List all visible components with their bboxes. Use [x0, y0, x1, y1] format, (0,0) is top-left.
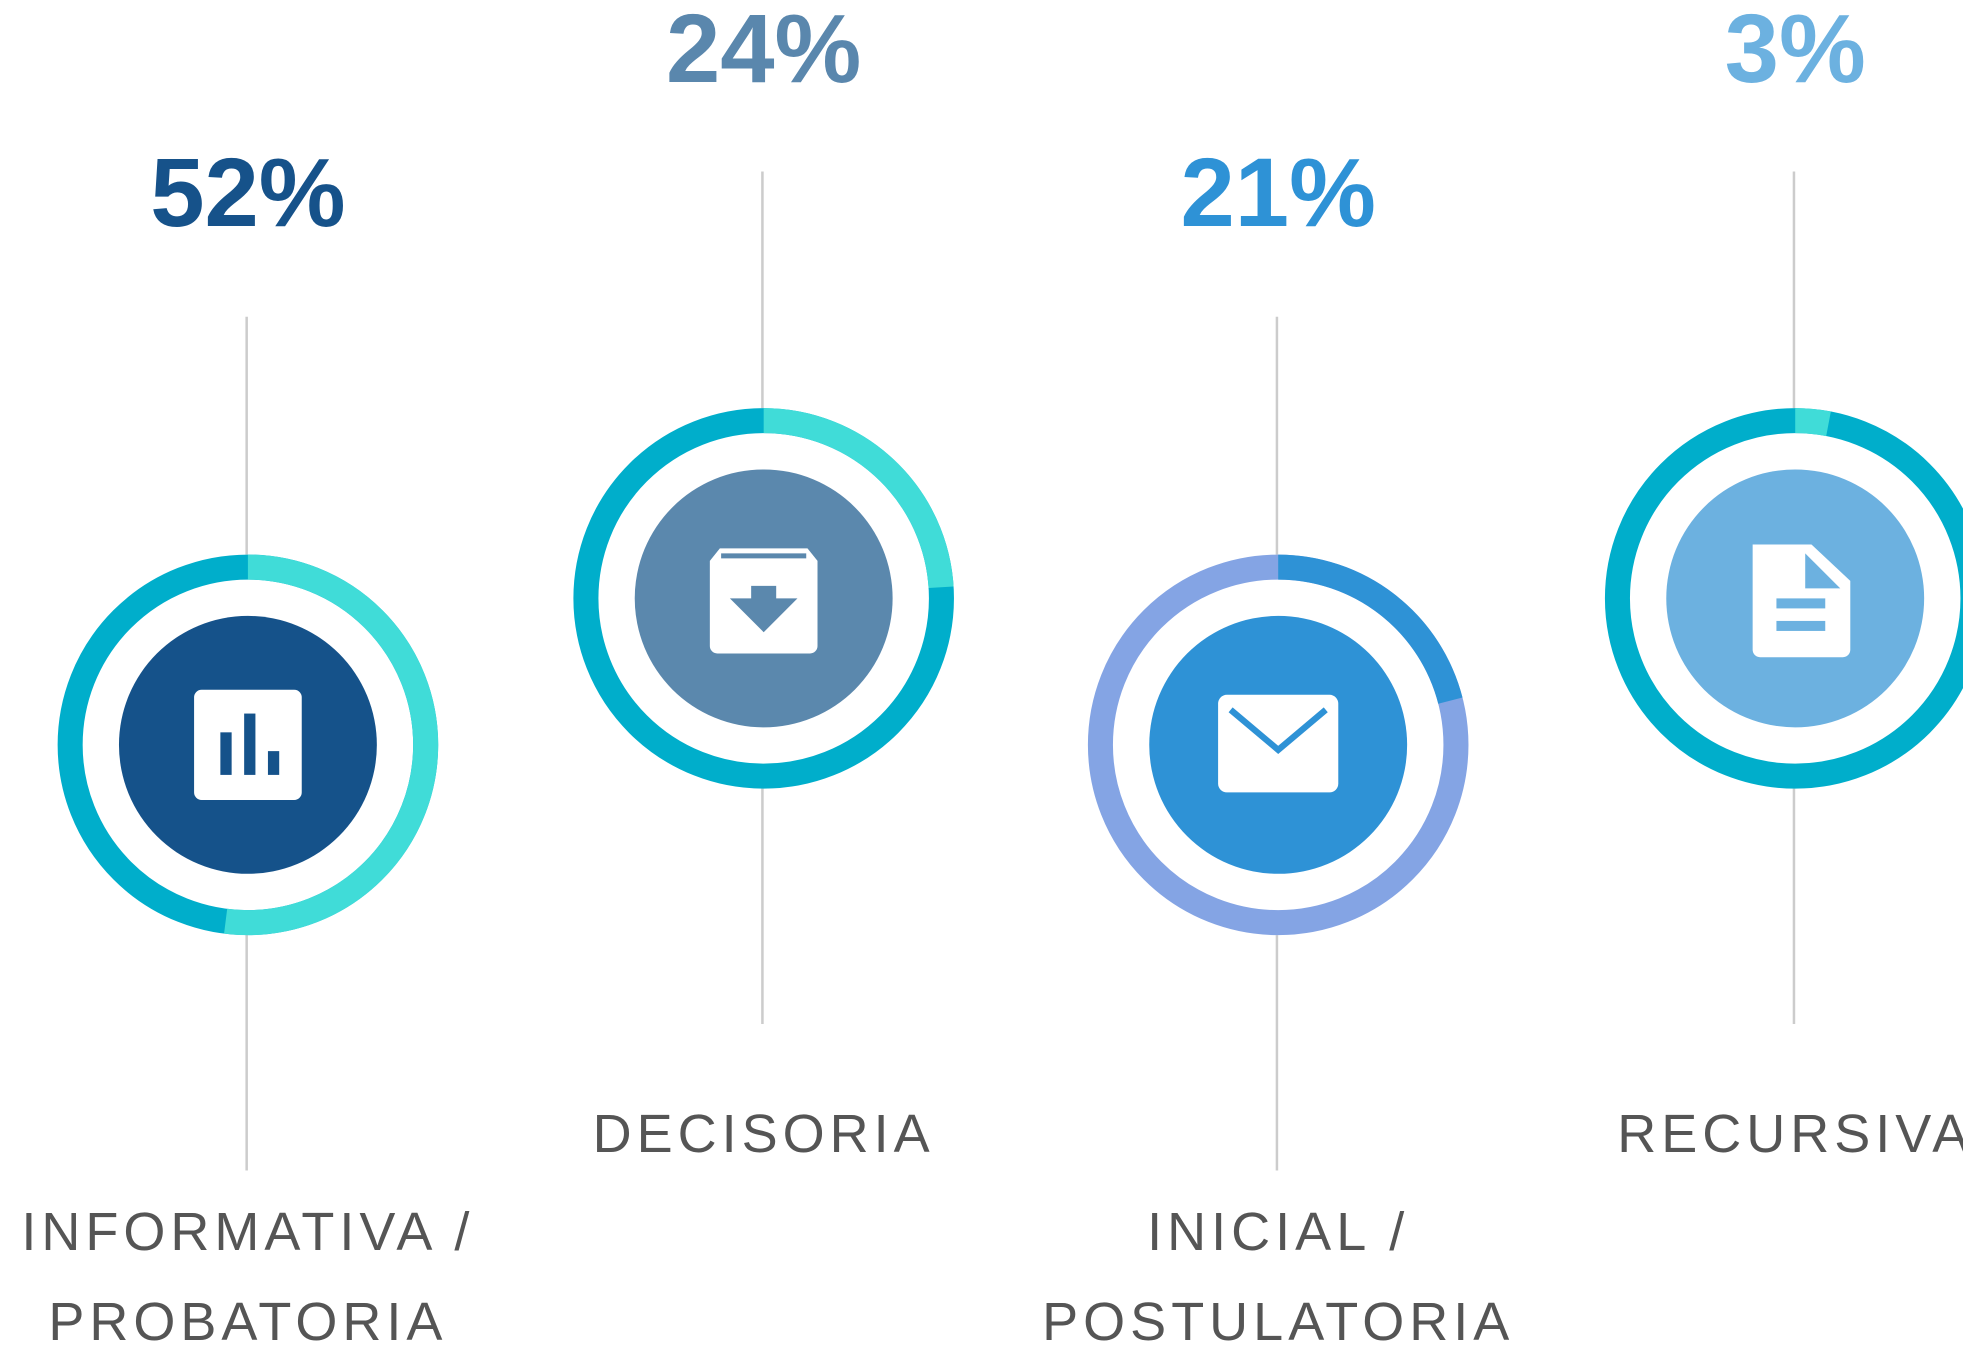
percentage-label: 21%: [1180, 138, 1375, 247]
category-label: DECISORIA: [592, 1104, 935, 1165]
percentage-label: 3%: [1725, 0, 1866, 103]
ring-arc: [1278, 554, 1463, 704]
icon-line: [1776, 598, 1826, 609]
percentage-label: 52%: [150, 138, 345, 247]
donut-item: 52%: [57, 138, 439, 1171]
percentage-label: 24%: [666, 0, 861, 103]
icon-bar: [220, 732, 232, 775]
ring-arc: [224, 554, 439, 936]
donut-item: 3%: [1604, 0, 1963, 1025]
ring-arc: [763, 408, 954, 589]
ring-arc: [1794, 408, 1831, 437]
category-label: INICIAL / POSTULATORIA: [1042, 1201, 1515, 1347]
icon: [1218, 694, 1339, 793]
donut-item: 21%: [1087, 138, 1469, 1171]
icon-bar: [244, 713, 256, 775]
icon-arrow: [729, 585, 798, 633]
category-label: RECURSIVA: [1617, 1104, 1963, 1165]
category-label: INFORMATIVA / PROBATORIA: [21, 1201, 475, 1347]
icon-line: [1776, 620, 1826, 631]
icon-bar: [267, 751, 280, 775]
icon-line: [1228, 707, 1328, 754]
donut-item: 24%: [573, 0, 954, 1025]
